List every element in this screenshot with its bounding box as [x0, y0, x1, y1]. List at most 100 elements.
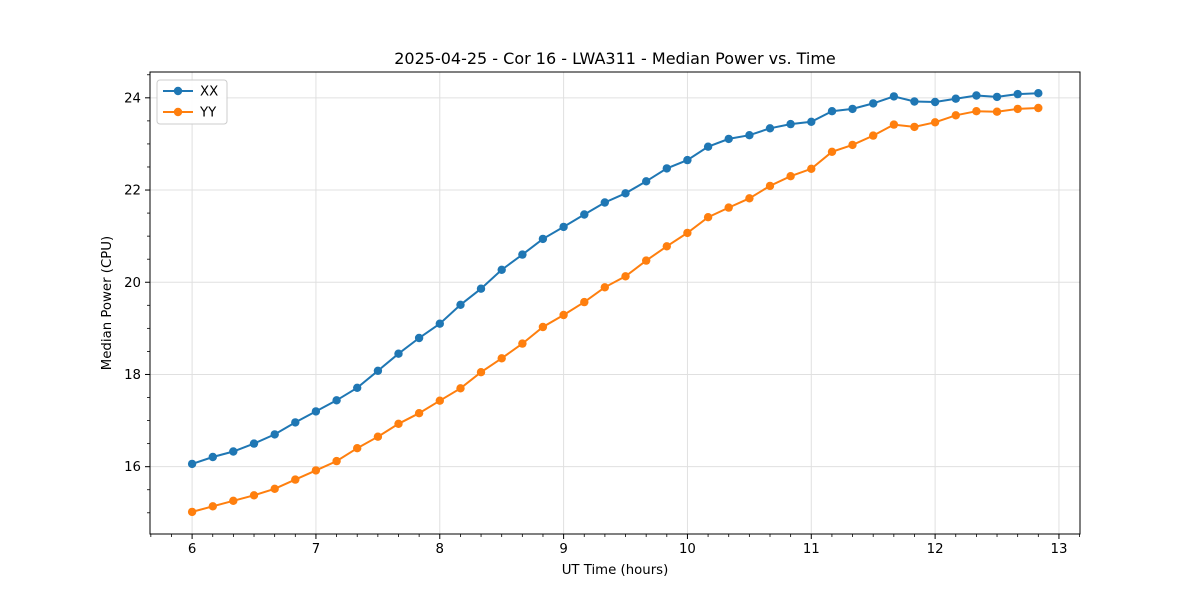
data-point — [662, 164, 671, 173]
data-point — [476, 368, 486, 377]
data-point — [930, 97, 940, 107]
data-point — [249, 439, 259, 448]
data-point — [930, 118, 940, 127]
data-point — [869, 99, 878, 108]
data-point — [848, 104, 857, 114]
data-point — [703, 213, 713, 222]
legend-item-yy: YY — [163, 106, 217, 121]
data-point — [889, 120, 899, 129]
chart-title: 2025-04-25 - Cor 16 - LWA311 - Median Po… — [394, 49, 836, 68]
data-point — [765, 124, 775, 133]
x-tick-label: 12 — [927, 542, 944, 557]
data-point — [518, 339, 527, 348]
y-axis-label: Median Power (CPU) — [100, 236, 115, 370]
data-point — [910, 122, 919, 132]
data-point — [972, 91, 981, 100]
data-point — [807, 164, 816, 173]
data-point — [229, 496, 238, 505]
axes-layer: 6 7 8 9 10 11 12 13 16 18 20 22 24 — [124, 71, 1081, 557]
data-point — [208, 452, 217, 462]
series-layer — [187, 89, 1043, 517]
data-point — [703, 142, 713, 151]
y-tick-label: 20 — [124, 276, 141, 291]
data-point — [435, 396, 444, 405]
data-point — [1013, 104, 1022, 114]
y-tick-label: 16 — [124, 460, 141, 475]
data-point — [683, 228, 692, 238]
data-point — [992, 107, 1002, 116]
legend-marker — [173, 107, 183, 117]
data-point — [621, 272, 630, 281]
data-point — [497, 265, 506, 274]
data-point — [580, 297, 589, 307]
data-point — [889, 92, 899, 101]
data-point — [951, 111, 960, 120]
data-point — [394, 349, 403, 358]
data-point — [951, 94, 960, 103]
data-point — [1034, 103, 1043, 113]
data-point — [745, 194, 754, 203]
data-point — [270, 430, 279, 439]
legend-item-label: XX — [200, 85, 218, 100]
data-point — [291, 475, 300, 484]
series-yy — [187, 103, 1043, 517]
data-point — [642, 177, 651, 186]
y-tick-label: 18 — [124, 368, 141, 383]
data-point — [724, 134, 733, 144]
data-point — [332, 396, 341, 405]
data-point — [476, 284, 486, 293]
data-point — [683, 155, 692, 165]
data-point — [456, 384, 465, 393]
data-point — [249, 491, 259, 500]
data-point — [353, 444, 362, 453]
data-point — [992, 92, 1002, 102]
data-point — [827, 147, 837, 156]
grid-layer — [150, 72, 1080, 534]
data-point — [291, 418, 300, 427]
x-tick-label: 10 — [679, 542, 696, 557]
data-point — [1013, 89, 1022, 99]
data-point — [1034, 89, 1043, 98]
legend: XX YY — [156, 79, 228, 125]
series-line — [191, 92, 1039, 465]
data-point — [414, 409, 424, 418]
x-tick-label: 6 — [188, 542, 196, 557]
x-tick-label: 11 — [803, 542, 820, 557]
data-point — [786, 172, 795, 181]
data-point — [353, 383, 362, 392]
data-point — [538, 322, 548, 332]
data-point — [724, 203, 733, 212]
series-xx — [187, 89, 1043, 469]
data-point — [518, 250, 527, 259]
data-point — [270, 484, 279, 493]
data-point — [765, 181, 775, 191]
x-tick-label: 7 — [312, 542, 320, 557]
legend-item-xx: XX — [163, 85, 218, 100]
data-point — [662, 242, 671, 251]
data-point — [187, 507, 197, 517]
plot-frame — [149, 71, 1081, 535]
data-point — [208, 502, 217, 511]
data-point — [580, 210, 589, 219]
data-point — [559, 222, 568, 232]
data-point — [311, 407, 321, 416]
data-point — [332, 456, 341, 466]
legend-item-label: YY — [199, 106, 217, 121]
data-point — [456, 300, 465, 309]
x-tick-label: 9 — [559, 542, 567, 557]
data-point — [373, 432, 383, 441]
data-point — [910, 97, 919, 106]
data-point — [786, 119, 795, 129]
data-point — [827, 107, 837, 116]
data-point — [559, 310, 568, 320]
data-point — [538, 234, 548, 244]
legend-marker — [173, 86, 183, 96]
data-point — [414, 333, 424, 343]
data-point — [435, 319, 444, 328]
y-tick-label: 22 — [124, 184, 141, 199]
series-line — [191, 107, 1039, 513]
x-tick-label: 8 — [436, 542, 444, 557]
y-tick-label: 24 — [124, 91, 141, 106]
data-point — [229, 447, 238, 456]
data-point — [642, 256, 651, 265]
